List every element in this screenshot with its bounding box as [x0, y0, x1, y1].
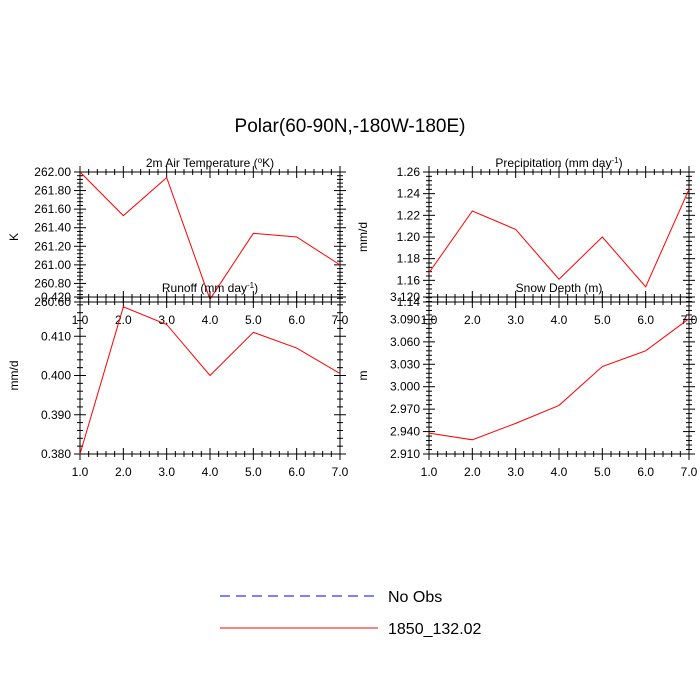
precipitation-ytick-label: 1.20 [397, 230, 421, 244]
air-temperature-ytick-label: 261.20 [34, 239, 71, 253]
snow-depth-xtick-label: 1.0 [421, 465, 438, 479]
runoff-xtick-label: 3.0 [158, 465, 175, 479]
snow-depth-frame [428, 296, 690, 455]
runoff-series-line [79, 306, 341, 455]
snow-depth-ytick-label: 3.030 [390, 357, 420, 371]
air-temperature-xtick-label: 2.0 [115, 313, 132, 327]
precipitation-xtick-label: 3.0 [507, 313, 524, 327]
air-temperature-ytick-label: 261.40 [34, 221, 71, 235]
air-temperature-title: 2m Air Temperature (oK) [146, 156, 274, 171]
precipitation-title: Precipitation (mm day-1) [495, 156, 622, 171]
snow-depth-xtick-label: 4.0 [551, 465, 568, 479]
runoff-xtick-label: 2.0 [115, 465, 132, 479]
air-temperature-ytick-label: 261.00 [34, 258, 71, 272]
precipitation-xtick-label: 4.0 [551, 313, 568, 327]
chart-runoff: Runoff (mm day-1) mm/d 0.380 0.390 0.400 0.41… [7, 281, 349, 480]
runoff-ytick-label: 0.410 [41, 329, 71, 343]
air-temperature-ytick-label: 262.00 [34, 165, 71, 179]
snow-depth-xtick-label: 3.0 [507, 465, 524, 479]
snow-depth-ylabel: m [356, 371, 370, 381]
precipitation-ytick-label: 1.24 [397, 187, 421, 201]
runoff-ylabel: mm/d [7, 361, 21, 391]
air-temperature-xtick-label: 4.0 [202, 313, 219, 327]
snow-depth-ytick-label: 3.090 [390, 312, 420, 326]
snow-depth-ytick-label: 2.910 [390, 447, 420, 461]
air-temperature-ytick-label: 261.80 [34, 184, 71, 198]
precipitation-xtick-label: 2.0 [464, 313, 481, 327]
legend-label-no-obs: No Obs [388, 589, 442, 606]
precipitation-series-line [428, 189, 690, 288]
runoff-xtick-label: 4.0 [202, 465, 219, 479]
snow-depth-xtick-label: 6.0 [637, 465, 654, 479]
air-temperature-ytick-label: 260.80 [34, 276, 71, 290]
runoff-ytick-label: 0.380 [41, 447, 71, 461]
air-temperature-ytick-label: 261.60 [34, 202, 71, 216]
precipitation-ytick-label: 1.22 [397, 208, 421, 222]
legend-label-run: 1850_132.02 [388, 621, 482, 638]
snow-depth-xtick-label: 7.0 [681, 465, 698, 479]
precipitation-ytick-label: 1.18 [397, 252, 421, 266]
runoff-title: Runoff (mm day-1) [162, 281, 258, 296]
air-temperature-xtick-label: 3.0 [158, 313, 175, 327]
air-temperature-ytick-label: 260.60 [34, 295, 71, 309]
runoff-ytick-label: 0.420 [41, 290, 71, 304]
snow-depth-ytick-label: 2.970 [390, 402, 420, 416]
runoff-xtick-label: 7.0 [332, 465, 349, 479]
runoff-xtick-label: 1.0 [72, 465, 89, 479]
snow-depth-series-line [428, 318, 690, 441]
precipitation-ytick-label: 1.16 [397, 273, 421, 287]
snow-depth-xtick-label: 5.0 [594, 465, 611, 479]
air-temperature-ylabel: K [7, 233, 21, 241]
precipitation-ylabel: mm/d [356, 222, 370, 252]
air-temperature-xtick-label: 5.0 [245, 313, 262, 327]
snow-depth-ytick-label: 2.940 [390, 425, 420, 439]
chart-precipitation: Precipitation (mm day-1) mm/d 1.14 1.16 1.18… [356, 156, 698, 328]
runoff-xtick-label: 6.0 [288, 465, 305, 479]
main-title: Polar(60-90N,-180W-180E) [234, 116, 466, 137]
precipitation-xtick-label: 5.0 [594, 313, 611, 327]
precipitation-ytick-label: 1.26 [397, 165, 421, 179]
snow-depth-title: Snow Depth (m) [516, 281, 603, 295]
air-temperature-xtick-label: 6.0 [288, 313, 305, 327]
chart-air-temperature: 2m Air Temperature (oK) K 260.60 260.80 261.… [7, 156, 349, 328]
precipitation-ytick-label: 1.14 [397, 295, 421, 309]
runoff-xtick-label: 5.0 [245, 465, 262, 479]
snow-depth-ytick-label: 3.120 [390, 290, 420, 304]
chart-snow-depth: Snow Depth (m) m 2.910 2.940 2.970 3.000 3.030… [356, 281, 698, 479]
snow-depth-ytick-label: 3.060 [390, 335, 420, 349]
precipitation-xtick-label: 6.0 [637, 313, 654, 327]
snow-depth-xtick-label: 2.0 [464, 465, 481, 479]
snow-depth-ytick-label: 3.000 [390, 380, 420, 394]
runoff-ytick-label: 0.400 [41, 369, 71, 383]
runoff-ytick-label: 0.390 [41, 408, 71, 422]
